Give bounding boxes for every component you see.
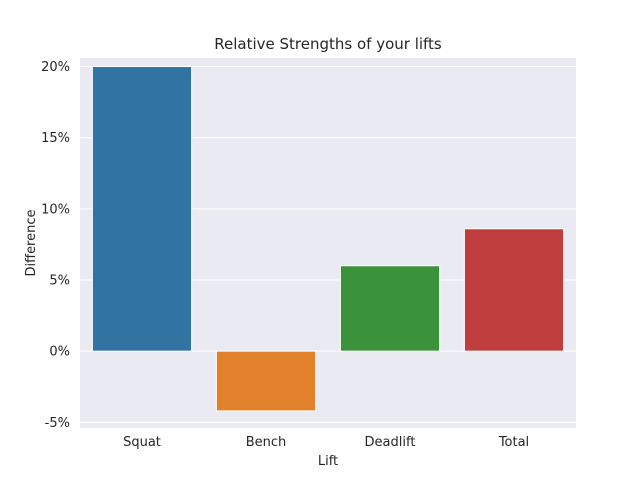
y-tick-label: 10% — [41, 202, 70, 217]
y-axis-label: Difference — [24, 209, 39, 276]
x-axis-ticks: Squat Bench Deadlift Total — [123, 435, 529, 450]
y-tick-label: 5% — [49, 274, 70, 289]
y-tick-label: 15% — [41, 131, 70, 146]
bar-total — [463, 228, 565, 352]
y-axis-ticks: -5% 0% 5% 10% 15% 20% — [41, 60, 70, 431]
bars — [91, 66, 565, 412]
y-tick-label: 20% — [41, 60, 70, 75]
y-tick-label: -5% — [45, 416, 70, 431]
bar-bench — [215, 350, 317, 412]
bar-deadlift — [339, 265, 441, 352]
x-tick-label: Total — [498, 435, 529, 450]
y-tick-label: 0% — [49, 345, 70, 360]
x-tick-label: Deadlift — [365, 435, 416, 450]
x-tick-label: Bench — [246, 435, 287, 450]
x-tick-label: Squat — [123, 435, 161, 450]
chart-title: Relative Strengths of your lifts — [214, 35, 442, 53]
bar-squat — [91, 66, 193, 352]
x-axis-label: Lift — [318, 454, 338, 469]
